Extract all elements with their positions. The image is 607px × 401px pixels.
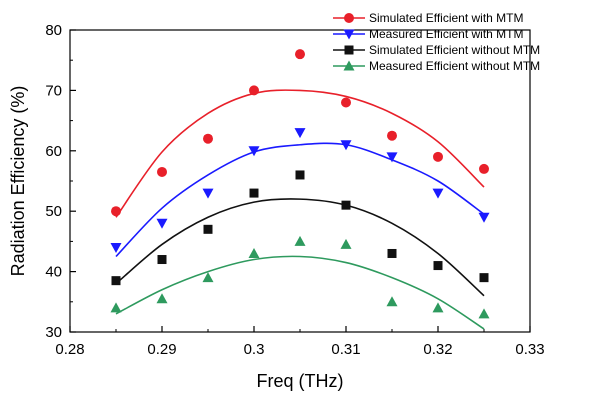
y-tick-label: 70 bbox=[45, 82, 62, 99]
legend-label: Simulated Efficient with MTM bbox=[369, 11, 524, 25]
data-point-series-4 bbox=[202, 272, 214, 283]
data-point-series-2 bbox=[386, 152, 398, 163]
x-tick-label: 0.29 bbox=[147, 341, 176, 358]
fit-curve-series-2 bbox=[115, 142, 485, 258]
data-point-series-4 bbox=[294, 235, 306, 246]
data-point-series-4 bbox=[110, 302, 122, 313]
data-point-series-3 bbox=[341, 200, 351, 210]
legend-label: Simulated Efficient without MTM bbox=[369, 43, 540, 57]
data-point-series-1 bbox=[479, 163, 489, 174]
data-point-series-1 bbox=[295, 49, 305, 60]
data-point-series-4 bbox=[432, 302, 444, 313]
data-point-series-2 bbox=[478, 212, 490, 223]
data-point-series-1 bbox=[157, 166, 167, 177]
data-point-series-3 bbox=[433, 261, 443, 271]
data-point-series-2 bbox=[202, 188, 214, 199]
x-axis-title: Freq (THz) bbox=[257, 371, 344, 391]
data-point-series-1 bbox=[433, 151, 443, 162]
y-axis-ticks: 30 40 50 60 70 80 bbox=[45, 22, 76, 341]
data-point-series-1 bbox=[387, 130, 397, 141]
data-point-series-3 bbox=[295, 170, 305, 180]
data-point-series-1 bbox=[341, 97, 351, 108]
fit-curves bbox=[115, 89, 485, 330]
y-tick-label: 80 bbox=[45, 22, 62, 39]
fit-curve-series-3 bbox=[115, 198, 485, 297]
data-point-series-3 bbox=[157, 255, 167, 265]
data-point-series-3 bbox=[203, 224, 213, 234]
data-point-series-2 bbox=[340, 140, 352, 151]
data-point-series-2 bbox=[156, 218, 168, 229]
data-point-series-4 bbox=[248, 247, 260, 258]
x-tick-label: 0.3 bbox=[244, 341, 265, 358]
y-axis-title: Radiation Efficiency (%) bbox=[8, 86, 28, 277]
data-point-series-4 bbox=[340, 238, 352, 249]
data-markers bbox=[110, 49, 490, 319]
data-point-series-2 bbox=[110, 242, 122, 253]
data-point-series-3 bbox=[479, 273, 489, 283]
data-point-series-3 bbox=[111, 276, 121, 286]
x-tick-label: 0.31 bbox=[331, 341, 360, 358]
data-point-series-3 bbox=[387, 248, 397, 258]
x-tick-label: 0.33 bbox=[515, 341, 544, 358]
legend-marker bbox=[343, 29, 355, 40]
data-point-series-4 bbox=[156, 293, 168, 304]
data-point-series-1 bbox=[203, 133, 213, 144]
y-tick-label: 30 bbox=[45, 324, 62, 341]
plot-frame bbox=[69, 29, 531, 333]
fit-curve-series-4 bbox=[115, 255, 485, 330]
fit-curve-series-1 bbox=[115, 89, 485, 218]
legend-label: Measured Efficient with MTM bbox=[369, 27, 524, 41]
legend-marker bbox=[344, 45, 354, 55]
legend-label: Measured Efficient without MTM bbox=[369, 59, 540, 73]
data-point-series-2 bbox=[294, 128, 306, 139]
data-point-series-4 bbox=[478, 308, 490, 319]
data-point-series-1 bbox=[111, 206, 121, 217]
data-point-series-4 bbox=[386, 296, 398, 307]
legend-marker bbox=[344, 13, 354, 23]
data-point-series-2 bbox=[432, 188, 444, 199]
y-tick-label: 50 bbox=[45, 203, 62, 220]
x-axis-ticks: 0.28 0.29 0.3 0.31 0.32 0.33 bbox=[55, 326, 545, 358]
x-tick-label: 0.28 bbox=[55, 341, 84, 358]
data-point-series-1 bbox=[249, 85, 259, 96]
x-tick-label: 0.32 bbox=[423, 341, 452, 358]
y-tick-label: 60 bbox=[45, 143, 62, 160]
data-point-series-2 bbox=[248, 146, 260, 157]
y-tick-label: 40 bbox=[45, 264, 62, 281]
legend-marker bbox=[343, 60, 355, 71]
legend: Simulated Efficient with MTM Measured Eff… bbox=[333, 11, 540, 73]
data-point-series-3 bbox=[249, 188, 259, 198]
